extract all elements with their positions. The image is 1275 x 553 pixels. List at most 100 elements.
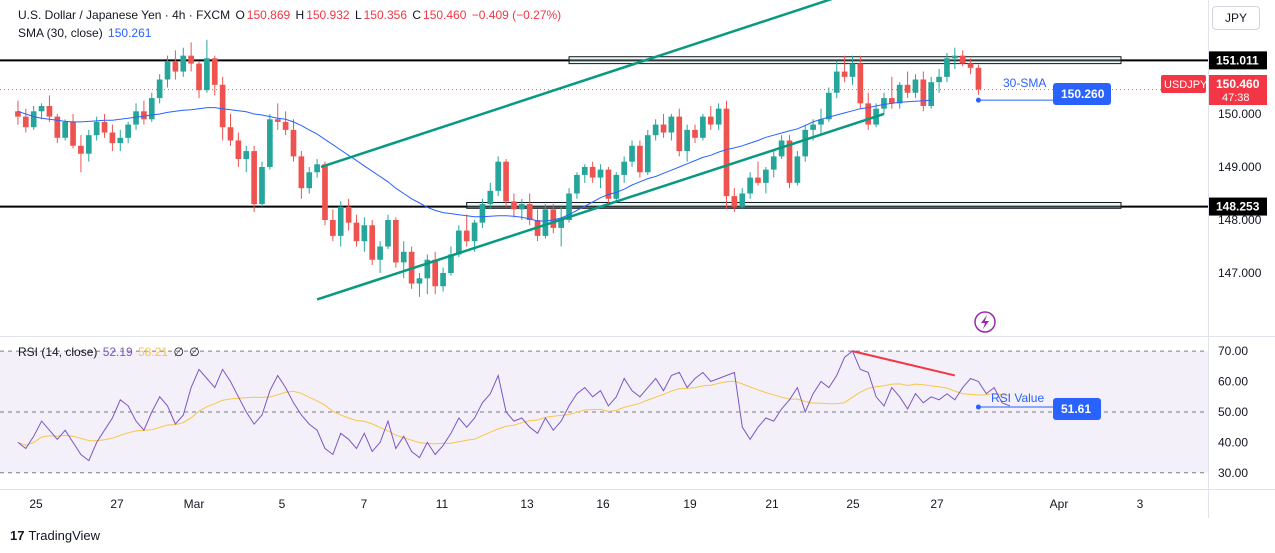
candle-body	[723, 108, 730, 197]
symbol-tag	[1161, 75, 1206, 93]
candle-body	[298, 156, 305, 189]
candle-body	[330, 219, 336, 236]
candle-body	[85, 135, 92, 154]
candle-body	[518, 204, 525, 210]
candle-body	[109, 132, 116, 144]
candle-body	[621, 161, 627, 175]
candle-body	[526, 204, 533, 220]
price-level-tag	[1209, 51, 1267, 70]
candle-body	[471, 222, 478, 242]
candle-body	[251, 151, 257, 205]
candle-body	[959, 55, 966, 64]
candle-body	[944, 58, 950, 77]
candle-body	[826, 92, 832, 120]
x-tick-label: 3	[1137, 497, 1144, 511]
rsi-tick-label: 30.00	[1218, 466, 1248, 480]
sma-legend-label[interactable]: SMA (30, close)	[18, 26, 103, 40]
x-tick-label: 19	[683, 497, 697, 511]
candle-body	[463, 230, 470, 242]
candle-body	[747, 177, 753, 194]
candle-body	[967, 63, 974, 68]
tradingview-brand[interactable]: TradingView	[28, 528, 101, 543]
channel-upper-line	[320, 0, 833, 169]
candle-body	[755, 177, 761, 183]
candle-body	[78, 145, 84, 154]
x-tick-label: 5	[279, 497, 286, 511]
candle-body	[385, 219, 391, 247]
candle-body	[589, 166, 596, 178]
candle-body	[219, 84, 226, 128]
candle-body	[432, 259, 439, 287]
candles	[15, 39, 982, 297]
sma-line	[17, 99, 932, 222]
x-tick-label: 27	[930, 497, 944, 511]
candle-body	[951, 55, 958, 59]
sma-value-box	[1053, 83, 1111, 105]
candle-body	[495, 161, 502, 191]
candle-body	[448, 254, 454, 273]
open-value: 150.869	[246, 8, 291, 22]
close-label: C	[412, 8, 422, 22]
candle-body	[644, 135, 651, 173]
candle-body	[597, 169, 604, 178]
rsi-value-label: 51.61	[1061, 402, 1091, 416]
x-tick-label: 16	[596, 497, 610, 511]
channel-lines	[316, 0, 885, 301]
candle-body	[574, 174, 580, 194]
current-price-label: 150.460	[1216, 77, 1260, 91]
candle-body	[849, 63, 856, 77]
candle-body	[928, 82, 935, 107]
candle-body	[770, 156, 777, 170]
x-tick-label: Apr	[1050, 497, 1069, 511]
candle-body	[810, 124, 816, 130]
legend-main[interactable]: U.S. Dollar / Japanese Yen · 4h · FXCM O…	[18, 8, 563, 22]
footer-brand[interactable]: 17 TradingView	[10, 528, 100, 543]
candle-body	[235, 140, 242, 160]
countdown-label: 47:38	[1222, 92, 1250, 104]
y-tick-label: 147.000	[1218, 266, 1262, 280]
rsi-legend-label[interactable]: RSI (14, close)	[18, 345, 98, 359]
candle-body	[54, 116, 61, 138]
candle-body	[558, 219, 565, 228]
candle-body	[259, 166, 265, 205]
lightning-icon	[974, 311, 996, 333]
x-tick-label: 21	[765, 497, 779, 511]
candle-body	[337, 206, 344, 236]
sma-polyline	[17, 99, 932, 222]
candle-body	[314, 164, 320, 173]
candle-body	[889, 98, 895, 104]
candle-body	[660, 124, 667, 133]
legend-rsi[interactable]: RSI (14, close) 52.19 58.21 ∅ ∅	[18, 345, 202, 359]
candle-body	[487, 190, 494, 205]
price-level-label: 148.253	[1216, 200, 1260, 214]
main-grid	[0, 0, 1275, 518]
candle-body	[896, 84, 903, 104]
rsi-legend-extra1: ∅	[173, 345, 184, 359]
rsi-lines	[17, 350, 1011, 462]
channel-lower-line	[316, 112, 885, 301]
candle-body	[739, 193, 746, 207]
candle-body	[542, 209, 549, 236]
candle-body	[684, 129, 690, 152]
candle-body	[377, 246, 383, 260]
candle-body	[731, 196, 738, 207]
sr-zone	[466, 201, 1122, 209]
candle-body	[581, 166, 588, 175]
candle-body	[38, 106, 45, 112]
candle-body	[164, 60, 171, 80]
rsi-legend-extra2: ∅	[189, 345, 200, 359]
x-tick-label: 27	[110, 497, 124, 511]
axes: 147.000 148.000 149.000 150.000 30.00 40.00 50…	[29, 75, 1267, 511]
symbol-line[interactable]: U.S. Dollar / Japanese Yen · 4h · FXCM	[18, 8, 231, 22]
candle-body	[133, 111, 139, 125]
candle-body	[400, 251, 407, 263]
high-label: H	[295, 8, 305, 22]
x-tick-label: 25	[29, 497, 43, 511]
sma-value-label: 150.260	[1061, 87, 1105, 101]
rsi-value-box	[1053, 398, 1101, 420]
currency-button[interactable]: JPY	[1212, 6, 1260, 30]
candle-body	[274, 119, 281, 122]
legend-sma[interactable]: SMA (30, close) 150.261	[18, 26, 153, 40]
candle-body	[267, 119, 273, 167]
